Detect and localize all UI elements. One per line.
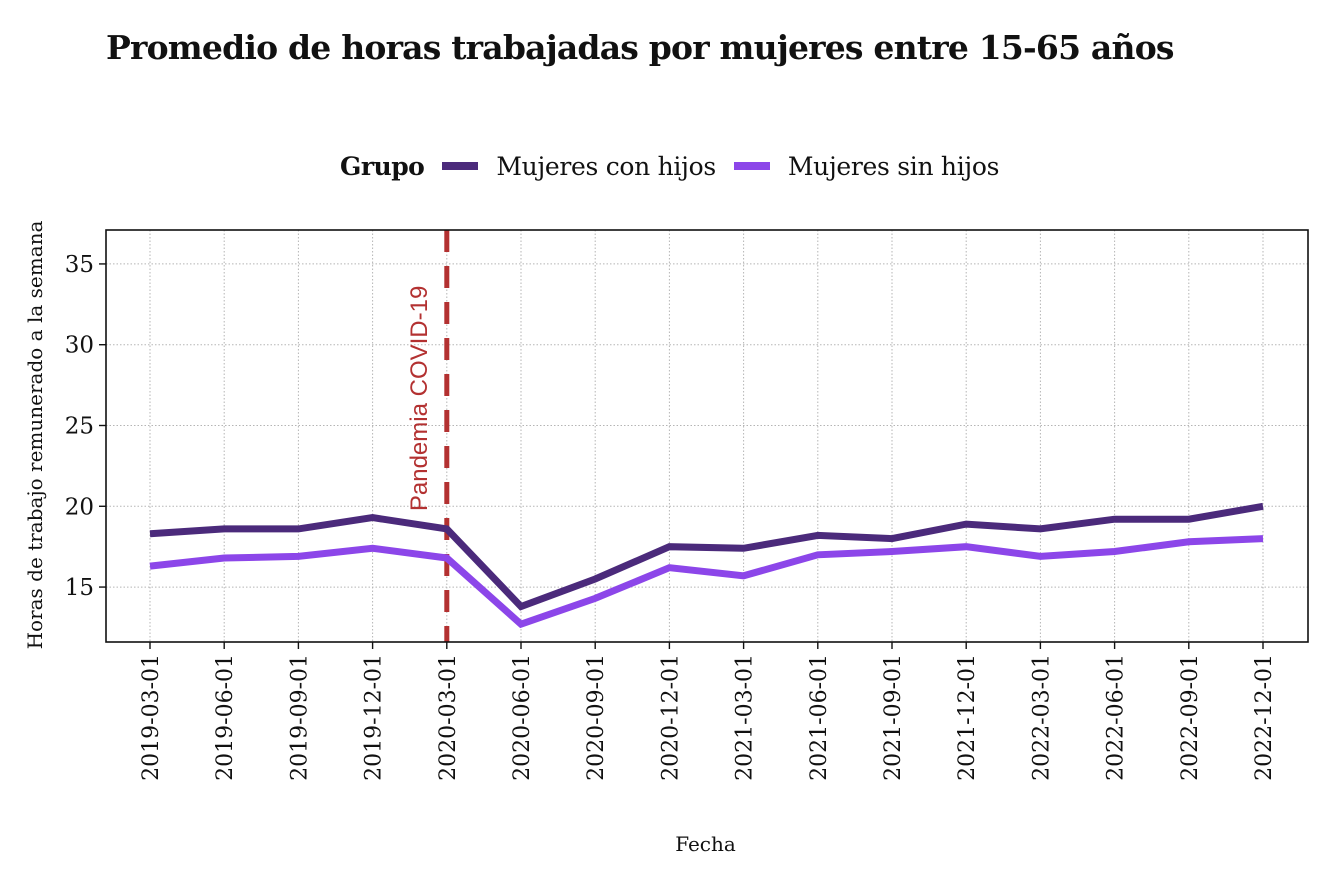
x-tick-label: 2022-09-01 [1178, 654, 1203, 781]
series-line-con-hijos [149, 502, 1264, 611]
y-tick-label: 20 [65, 494, 94, 520]
y-tick-label: 35 [65, 252, 94, 278]
gridlines [106, 230, 1308, 642]
legend-item-con-hijos: Mujeres con hijos [442, 152, 716, 181]
legend-swatch-con-hijos [442, 162, 479, 170]
legend: Grupo Mujeres con hijos Mujeres sin hijo… [340, 148, 1017, 184]
pandemic-label: Pandemia COVID-19 [406, 286, 433, 511]
legend-title: Grupo [340, 151, 425, 181]
chart-title: Promedio de horas trabajadas por mujeres… [106, 28, 1175, 67]
x-tick-label: 2019-03-01 [139, 654, 164, 781]
x-tick-label: 2021-06-01 [807, 654, 832, 781]
series-lines [149, 502, 1264, 629]
x-tick-label: 2021-09-01 [881, 654, 906, 781]
plot-frame [105, 229, 1309, 643]
y-axis: 15 20 25 30 35 [65, 252, 106, 601]
y-tick-label: 15 [65, 575, 94, 601]
x-tick-label: 2020-03-01 [436, 654, 461, 781]
legend-swatch-sin-hijos [733, 162, 770, 170]
x-axis: 2019-03-01 2019-06-01 2019-09-01 2019-12-01… [139, 642, 1277, 781]
pandemic-annotation: Pandemia COVID-19 [406, 230, 450, 642]
y-tick-label: 30 [65, 333, 94, 359]
x-tick-label: 2019-06-01 [213, 654, 238, 781]
x-tick-label: 2022-06-01 [1104, 654, 1129, 781]
series-line-sin-hijos [149, 535, 1264, 629]
x-tick-label: 2022-03-01 [1029, 654, 1054, 781]
x-tick-label: 2020-06-01 [510, 654, 535, 781]
y-axis-title: Horas de trabajo remunerado a la semana [23, 221, 47, 650]
legend-item-sin-hijos: Mujeres sin hijos [733, 151, 1000, 181]
legend-label-sin-hijos: Mujeres sin hijos [787, 151, 1000, 181]
x-tick-label: 2019-09-01 [287, 654, 312, 781]
x-axis-title: Fecha [675, 832, 736, 856]
x-tick-label: 2019-12-01 [362, 654, 387, 781]
x-tick-label: 2020-12-01 [658, 654, 683, 781]
x-tick-label: 2021-03-01 [733, 654, 758, 781]
x-tick-label: 2020-09-01 [584, 654, 609, 781]
x-tick-label: 2021-12-01 [955, 654, 980, 781]
legend-label-con-hijos: Mujeres con hijos [496, 151, 716, 181]
x-tick-label: 2022-12-01 [1252, 654, 1277, 781]
y-tick-label: 25 [65, 413, 94, 439]
